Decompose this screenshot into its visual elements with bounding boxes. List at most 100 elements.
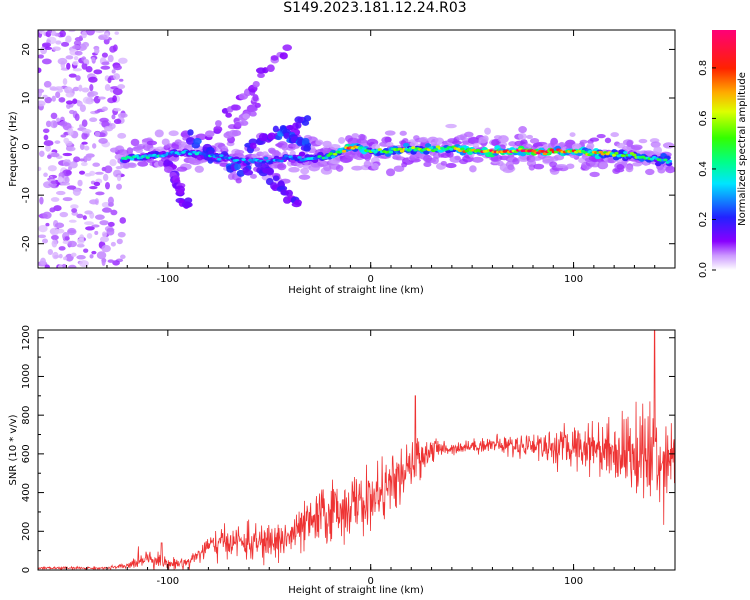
heat-halo bbox=[454, 155, 461, 161]
heat-ridge-outer bbox=[298, 151, 306, 157]
heat-speckle bbox=[50, 180, 57, 184]
heat-speckle bbox=[81, 31, 88, 39]
heat-speckle bbox=[76, 243, 85, 248]
heat-speckle bbox=[85, 97, 94, 105]
heat-speckle bbox=[72, 188, 81, 196]
snr-frame bbox=[37, 329, 676, 571]
heat-speckle bbox=[47, 30, 53, 34]
heat-speckle bbox=[84, 172, 92, 177]
heat-ridge-core bbox=[373, 150, 378, 154]
heat-speckle bbox=[81, 132, 88, 140]
heat-ridge-core bbox=[145, 156, 150, 159]
heat-speckle bbox=[115, 166, 123, 170]
heat-ridge-outer bbox=[424, 143, 432, 148]
heat-ridge-core bbox=[237, 160, 242, 164]
heat-halo bbox=[571, 143, 582, 150]
heat-speckle bbox=[44, 264, 50, 268]
heat-halo bbox=[596, 133, 606, 139]
heat-speckle bbox=[63, 86, 73, 94]
heat-halo bbox=[632, 162, 643, 167]
heat-speckle bbox=[68, 30, 76, 33]
heat-speckle bbox=[62, 78, 68, 85]
heat-speckle bbox=[76, 100, 83, 107]
heat-speckle bbox=[88, 76, 98, 83]
heat-speckle bbox=[53, 255, 60, 259]
heat-speckle bbox=[89, 254, 94, 259]
heat-speckle bbox=[68, 219, 77, 223]
heat-speckle bbox=[42, 211, 52, 219]
heat-halo bbox=[589, 137, 600, 142]
heat-speckle bbox=[81, 141, 88, 145]
heat-ridge-core bbox=[328, 152, 333, 156]
heat-speckle bbox=[68, 264, 77, 268]
heat-halo bbox=[399, 130, 407, 136]
heat-speckle bbox=[57, 264, 63, 268]
heat-speckle bbox=[104, 84, 111, 92]
heat-ridge-core bbox=[663, 158, 668, 162]
heat-halo bbox=[322, 147, 331, 155]
heat-ridge-core bbox=[279, 159, 284, 163]
y-tick-label: 800 bbox=[21, 406, 32, 425]
y-tick-label: 0 bbox=[21, 567, 32, 573]
heat-speckle bbox=[57, 176, 64, 183]
heat-branch bbox=[303, 115, 312, 122]
heat-ridge-core bbox=[449, 147, 454, 151]
heat-halo bbox=[393, 165, 405, 172]
heat-halo bbox=[579, 139, 588, 144]
heat-speckle bbox=[100, 65, 111, 70]
heat-speckle bbox=[43, 80, 52, 88]
heat-halo bbox=[127, 162, 137, 168]
heat-ridge-core bbox=[397, 147, 403, 151]
snr-x-axis-label: Height of straight line (km) bbox=[288, 585, 424, 596]
heat-halo bbox=[250, 173, 257, 179]
heat-speckle bbox=[92, 162, 101, 167]
heat-speckle bbox=[94, 214, 105, 220]
heat-branch bbox=[231, 129, 242, 137]
heat-halo bbox=[358, 133, 366, 141]
heat-halo bbox=[610, 132, 619, 138]
heat-speckle bbox=[99, 236, 110, 243]
colorbar-ticks: 0.0 0.2 0.4 0.6 0.8 bbox=[698, 60, 716, 278]
snr-series-line bbox=[38, 330, 675, 570]
heat-halo bbox=[604, 137, 612, 144]
heat-speckle bbox=[83, 248, 89, 253]
heat-speckle bbox=[117, 112, 128, 119]
heat-halo bbox=[234, 149, 245, 155]
heat-halo bbox=[512, 158, 520, 165]
heat-speckle bbox=[51, 95, 56, 102]
heat-speckle bbox=[72, 44, 82, 50]
heat-speckle bbox=[81, 129, 92, 134]
heat-branch bbox=[213, 125, 223, 133]
heat-speckle bbox=[89, 185, 98, 190]
heat-branch bbox=[243, 169, 254, 176]
heat-speckle bbox=[113, 118, 122, 125]
heat-ridge-core bbox=[542, 152, 548, 156]
heat-halo bbox=[300, 167, 310, 175]
heat-speckle bbox=[62, 263, 67, 268]
heat-speckle bbox=[112, 260, 120, 266]
heat-ridge-core bbox=[460, 147, 465, 151]
heat-halo bbox=[589, 171, 600, 178]
heat-speckle bbox=[68, 73, 77, 78]
heat-halo bbox=[133, 145, 145, 150]
heat-branch bbox=[267, 132, 277, 140]
heat-speckle bbox=[116, 238, 123, 245]
heat-speckle bbox=[73, 55, 79, 61]
heat-branch bbox=[231, 104, 241, 111]
heat-speckle bbox=[79, 260, 89, 268]
heat-speckle bbox=[107, 259, 115, 263]
heat-ridge-core bbox=[549, 148, 554, 152]
heat-branch bbox=[294, 199, 302, 206]
heat-speckle bbox=[116, 174, 122, 182]
heat-speckle bbox=[72, 98, 78, 105]
heat-halo bbox=[161, 138, 170, 146]
heat-halo bbox=[315, 139, 324, 146]
heat-halo bbox=[662, 142, 675, 149]
heat-ridge-core bbox=[411, 146, 416, 150]
heat-speckle bbox=[104, 181, 110, 190]
heat-halo bbox=[518, 132, 527, 140]
heat-speckle bbox=[79, 143, 85, 150]
heat-speckle bbox=[49, 87, 59, 91]
heat-speckle bbox=[109, 147, 119, 153]
